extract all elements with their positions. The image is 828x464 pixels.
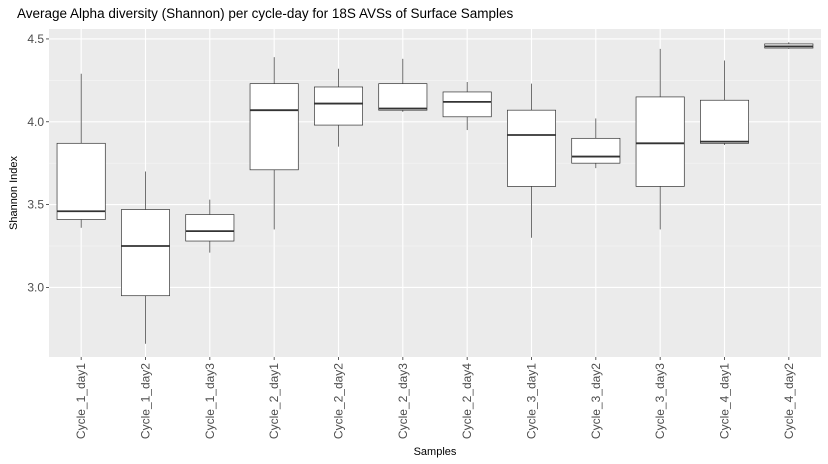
x-tick-label: Cycle_3_day1 (525, 363, 539, 439)
y-tick-label: 4.0 (27, 115, 44, 129)
plot-panel (49, 29, 821, 357)
x-tick-label: Cycle_2_day3 (396, 363, 410, 439)
box (507, 109, 556, 187)
chart-title: Average Alpha diversity (Shannon) per cy… (17, 6, 514, 21)
box (700, 99, 749, 144)
y-tick-label: 4.5 (27, 32, 44, 46)
box (185, 214, 235, 242)
x-tick-label: Cycle_2_day4 (460, 363, 474, 439)
x-tick-label: Cycle_1_day1 (74, 363, 88, 439)
box (249, 83, 299, 171)
box (121, 209, 170, 297)
x-tick-label: Cycle_4_day2 (782, 363, 796, 439)
y-tick-label: 3.0 (27, 280, 44, 294)
box (314, 86, 363, 126)
x-tick-label: Cycle_2_day2 (332, 363, 346, 439)
x-tick-label: Cycle_3_day2 (589, 363, 603, 439)
x-tick-label: Cycle_2_day1 (267, 363, 281, 439)
x-tick-label: Cycle_3_day3 (653, 363, 667, 439)
box (56, 142, 106, 220)
x-tick-label: Cycle_1_day2 (139, 363, 153, 439)
y-axis-title: Shannon Index (8, 155, 20, 230)
x-axis-title: Samples (414, 446, 457, 458)
x-tick-label: Cycle_1_day3 (203, 363, 217, 439)
box (571, 137, 621, 164)
box (378, 83, 428, 111)
box (635, 96, 685, 187)
box (442, 91, 492, 118)
x-tick-label: Cycle_4_day1 (718, 363, 732, 439)
y-tick-label: 3.5 (27, 198, 44, 212)
